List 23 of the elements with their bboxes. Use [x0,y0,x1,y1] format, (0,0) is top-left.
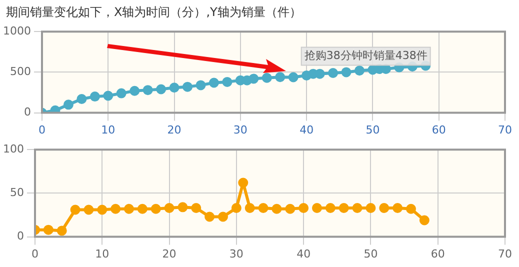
y-tick-label: 0 [16,230,24,243]
y-tick-label: 500 [10,65,31,78]
x-tick-label: 40 [300,123,314,136]
x-tick-label: 40 [296,247,311,260]
x-tick-label: 60 [430,247,445,260]
x-tick-label: 60 [432,123,446,136]
x-tick-label: 0 [38,123,46,136]
x-tick-label: 30 [233,123,248,136]
x-tick-label: 10 [101,123,116,136]
x-tick-label: 70 [498,247,512,260]
annotation: 抢购38分钟时销量438件 [304,49,428,62]
x-tick-label: 70 [498,123,512,136]
x-tick-label: 50 [364,247,378,260]
y-tick-label: 100 [2,142,24,156]
x-tick-label: 20 [162,247,176,260]
y-tick-label: 0 [24,106,31,119]
y-tick-label: 1000 [2,24,31,38]
x-tick-label: 50 [366,123,380,136]
x-tick-label: 30 [229,247,244,260]
y-tick-label: 50 [10,186,24,200]
x-tick-label: 10 [95,247,110,260]
chart-title: 期间销量变化如下，X轴为时间（分）,Y轴为销量（件） [5,4,302,21]
x-tick-label: 20 [167,123,182,136]
